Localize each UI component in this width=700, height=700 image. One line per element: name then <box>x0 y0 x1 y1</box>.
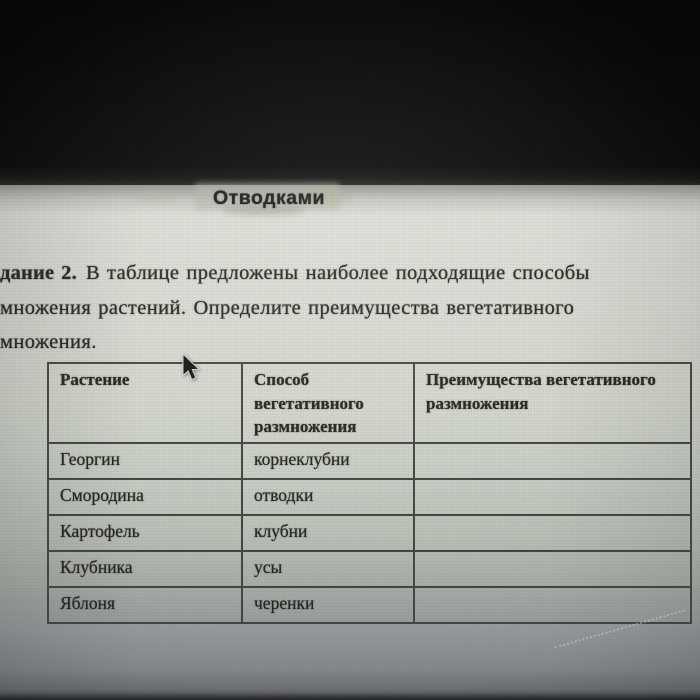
table-row: Яблоня черенки <box>47 586 692 624</box>
cell-advantage-empty[interactable] <box>413 514 692 552</box>
answer-word-otvodkami[interactable]: Отводками <box>213 187 325 209</box>
table-row: Клубника усы <box>47 550 692 588</box>
photo-smudge <box>222 204 304 215</box>
table-row: Смородина отводки <box>47 478 692 516</box>
cell-advantage-empty[interactable] <box>413 478 692 516</box>
cell-plant: Георгин <box>47 442 243 480</box>
cell-plant: Смородина <box>47 478 243 516</box>
cell-method: отводки <box>241 478 415 516</box>
photo-smudge <box>136 190 176 202</box>
instruction-line-3: множения. <box>0 331 97 354</box>
header-advantages: Преимущества вегетативного размножения <box>413 362 692 444</box>
task-instruction: дание 2. В таблице предложены наиболее по… <box>0 256 640 360</box>
cell-method: усы <box>241 550 415 588</box>
cell-method: клубни <box>241 514 415 552</box>
table-header-row: Растение Способ вегетативного размножени… <box>47 362 692 444</box>
photo-smudge <box>302 187 350 205</box>
instruction-line-1: дание 2. В таблице предложены наиболее по… <box>0 256 640 291</box>
mouse-cursor <box>182 353 201 381</box>
cell-plant: Клубника <box>47 550 243 588</box>
top-black-bar <box>0 0 700 185</box>
instruction-line-2: множения растений. Определите преимущест… <box>0 296 575 319</box>
cell-advantage-empty[interactable] <box>413 586 692 624</box>
cell-method: корнеклубни <box>241 442 415 480</box>
header-plant: Растение <box>47 362 243 444</box>
table-row: Георгин корнеклубни <box>47 442 692 480</box>
instruction-line-1-text: В таблице предложены наиболее подходящие… <box>85 262 590 284</box>
cell-method: черенки <box>241 586 415 624</box>
table-body: Георгин корнеклубни Смородина отводки Картоф… <box>47 442 692 624</box>
header-method: Способ вегетативного размножения <box>241 362 415 444</box>
propagation-table: Растение Способ вегетативного размножени… <box>47 362 692 624</box>
task-number-label: дание 2. <box>0 262 77 284</box>
cell-advantage-empty[interactable] <box>413 442 692 480</box>
table-row: Картофель клубни <box>47 514 692 552</box>
cell-plant: Яблоня <box>47 586 243 624</box>
cell-plant: Картофель <box>47 514 243 552</box>
cell-advantage-empty[interactable] <box>413 550 692 588</box>
